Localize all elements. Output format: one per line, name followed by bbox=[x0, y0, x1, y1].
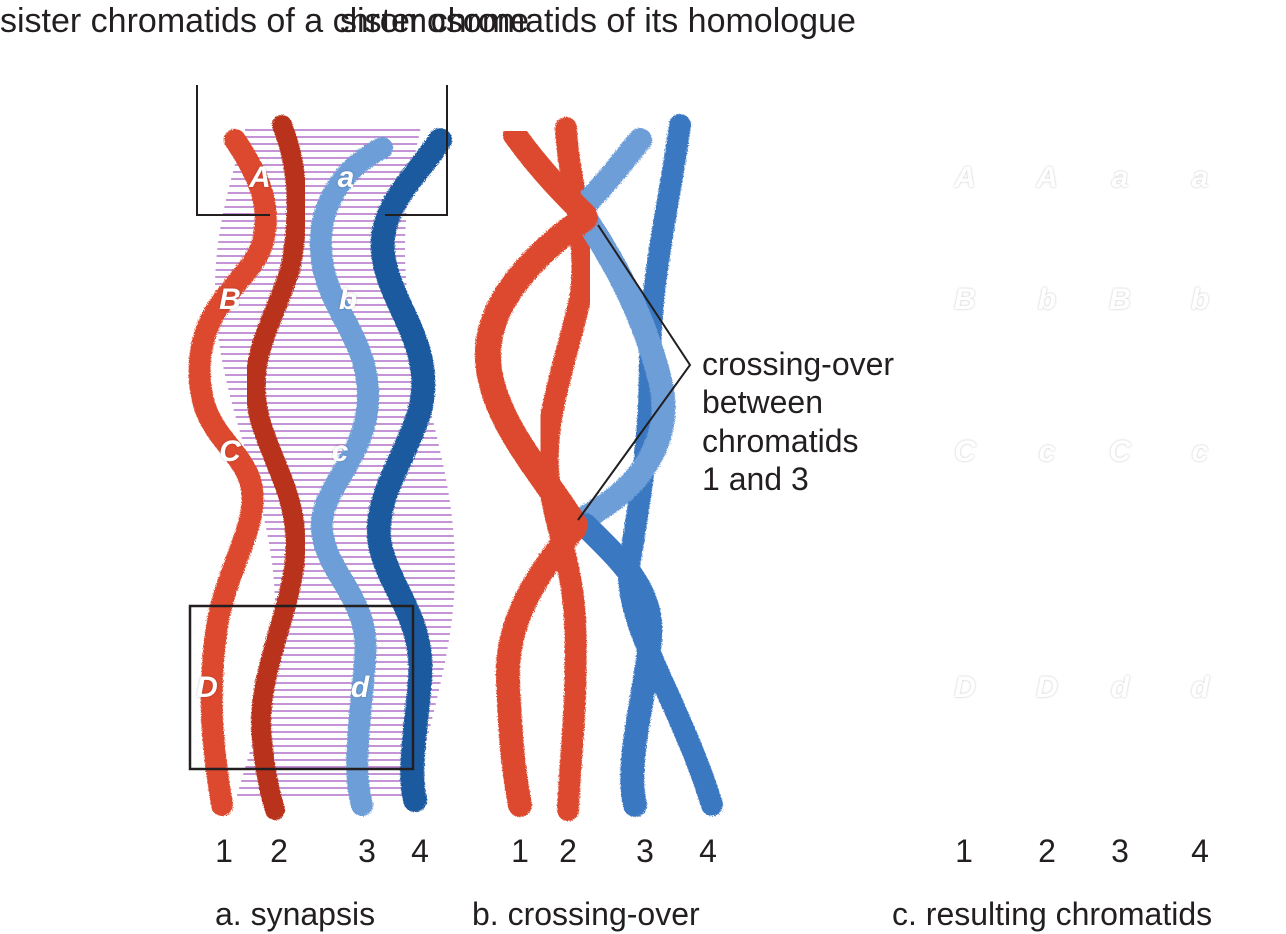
caption-panel-a: a. synapsis bbox=[215, 896, 376, 932]
chromatid-number: 1 bbox=[955, 833, 973, 869]
chromatid-number: 4 bbox=[411, 833, 429, 869]
leader-right bbox=[385, 85, 448, 216]
gene-label: a bbox=[1191, 161, 1209, 194]
chromatid-number: 1 bbox=[511, 833, 529, 869]
chromatid-number: 4 bbox=[699, 833, 717, 869]
gene-label: b bbox=[338, 283, 358, 316]
chromatid-number: 2 bbox=[1038, 833, 1056, 869]
header-sister-chromatids-chromosome: sister chromatids of a chromosome bbox=[0, 2, 530, 40]
gene-label: D bbox=[1036, 671, 1058, 704]
gene-label: C bbox=[954, 435, 976, 468]
caption-panel-b: b. crossing-over bbox=[472, 896, 700, 932]
gene-label: B bbox=[219, 283, 241, 316]
gene-label: c bbox=[1038, 435, 1056, 468]
panel-a-chromatid-3 bbox=[309, 137, 393, 816]
panel-b-chromatid-3-lower bbox=[573, 513, 663, 817]
gene-label: b bbox=[1190, 283, 1210, 316]
gene-label: d bbox=[1190, 671, 1210, 704]
panel-b-crossing-over bbox=[474, 114, 723, 821]
gene-label: a bbox=[337, 161, 355, 194]
chromatid-number: 3 bbox=[636, 833, 654, 869]
gene-label: B bbox=[954, 283, 976, 316]
panel-c-resulting-chromatids bbox=[948, 101, 1217, 825]
header-sister-chromatids-homologue: sister chromatids of its homologue bbox=[340, 2, 856, 40]
gene-label: c bbox=[1191, 435, 1209, 468]
panel-b-chromatid-1-middle bbox=[474, 205, 598, 538]
gene-label: A bbox=[954, 161, 976, 194]
panel-a-chromatid-4 bbox=[366, 128, 452, 812]
crossing-over-leader bbox=[577, 224, 692, 521]
panel-a-synapsis bbox=[188, 85, 455, 820]
gene-label: A bbox=[249, 161, 271, 194]
crossing-over-annotation: crossing-over between chromatids 1 and 3 bbox=[702, 345, 894, 499]
crossing-over-annotation-text: crossing-over between chromatids 1 and 3 bbox=[702, 346, 895, 498]
gene-label: c bbox=[331, 435, 349, 468]
chromatid-number: 1 bbox=[215, 833, 233, 869]
gene-label: a bbox=[1111, 161, 1129, 194]
gene-label: B bbox=[1109, 283, 1131, 316]
chromatid-number: 2 bbox=[559, 833, 577, 869]
gene-label: b bbox=[1037, 283, 1057, 316]
chromatid-number: 3 bbox=[358, 833, 376, 869]
detail-box bbox=[188, 604, 415, 771]
gene-label: d bbox=[1110, 671, 1130, 704]
gene-label: C bbox=[1109, 435, 1131, 468]
leader-left bbox=[196, 85, 270, 216]
chromatid-number: 4 bbox=[1191, 833, 1209, 869]
caption-panel-c: c. resulting chromatids bbox=[892, 896, 1213, 932]
gene-label: d bbox=[350, 671, 370, 704]
gene-label: C bbox=[219, 435, 241, 468]
panel-a-chromatid-2 bbox=[245, 115, 307, 820]
panel-b-chromatid-3-upper bbox=[564, 128, 676, 532]
chromatid-number: 3 bbox=[1111, 833, 1129, 869]
panel-a-chromatid-1 bbox=[188, 129, 277, 816]
gene-label: D bbox=[954, 671, 976, 704]
chromatid-number: 2 bbox=[270, 833, 288, 869]
gene-label: D bbox=[196, 671, 218, 704]
panel-b-chromatid-1-lower bbox=[495, 516, 587, 817]
gene-label: A bbox=[1036, 161, 1058, 194]
